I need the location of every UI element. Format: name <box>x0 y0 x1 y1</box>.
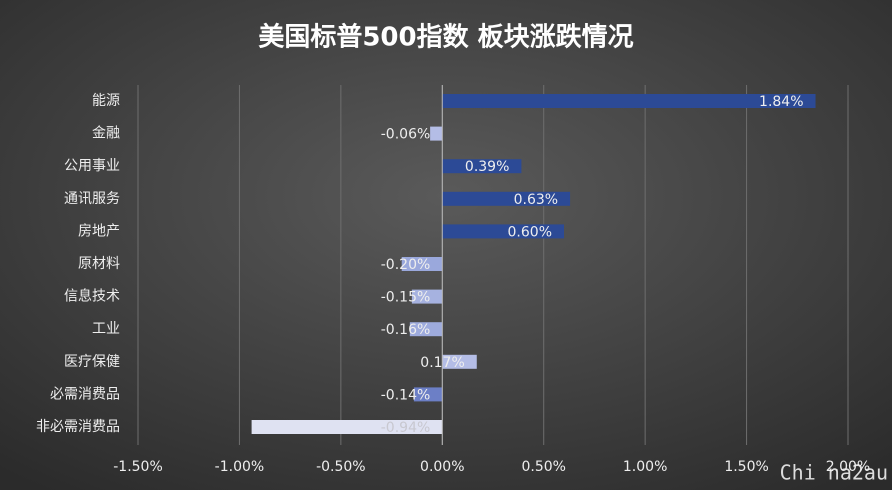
bar <box>411 289 443 304</box>
bar <box>401 257 443 271</box>
bar <box>413 387 443 402</box>
y-tick-label: 医疗保健 <box>64 354 120 370</box>
bar <box>442 94 816 108</box>
y-tick-label: 房地产 <box>78 223 120 239</box>
value-label: 0.39% <box>465 159 509 175</box>
value-label: -0.14% <box>381 387 431 403</box>
y-tick-label: 能源 <box>92 93 120 109</box>
value-label: 0.60% <box>508 224 552 240</box>
y-tick-label: 信息技术 <box>64 288 120 305</box>
bar <box>409 322 443 337</box>
x-tick-label: 2.00% <box>826 459 870 475</box>
y-tick-label: 公用事业 <box>64 158 120 174</box>
bar <box>251 420 443 434</box>
y-tick-label: 必需消费品 <box>50 386 120 402</box>
value-label: -0.94% <box>381 420 431 436</box>
y-tick-label: 金融 <box>92 126 120 142</box>
value-label: -0.20% <box>381 257 431 273</box>
x-tick-label: 0.00% <box>420 459 464 475</box>
y-tick-label: 非必需消费品 <box>36 419 120 435</box>
chart-title: 美国标普500指数 板块涨跌情况 <box>258 22 633 53</box>
x-tick-label: 0.50% <box>521 459 565 475</box>
watermark: Chi na2au <box>780 461 888 485</box>
value-label: -0.15% <box>381 290 431 306</box>
bar <box>442 191 571 206</box>
x-tick-label: -1.50% <box>113 459 163 475</box>
x-tick-label: 1.00% <box>623 459 667 475</box>
value-label: 0.63% <box>514 192 558 208</box>
value-label: -0.16% <box>381 322 431 338</box>
y-tick-label: 通讯服务 <box>64 191 120 207</box>
bar <box>442 224 564 239</box>
y-tick-label: 工业 <box>92 321 120 337</box>
value-label: -0.06% <box>381 127 431 143</box>
x-tick-label: -1.00% <box>215 459 265 475</box>
bar <box>430 126 443 141</box>
x-tick-label: 1.50% <box>724 459 768 475</box>
value-label: 1.84% <box>759 94 803 110</box>
x-tick-label: -0.50% <box>316 459 366 475</box>
bar <box>442 354 477 369</box>
bar <box>442 159 522 174</box>
y-tick-label: 原材料 <box>78 256 120 272</box>
